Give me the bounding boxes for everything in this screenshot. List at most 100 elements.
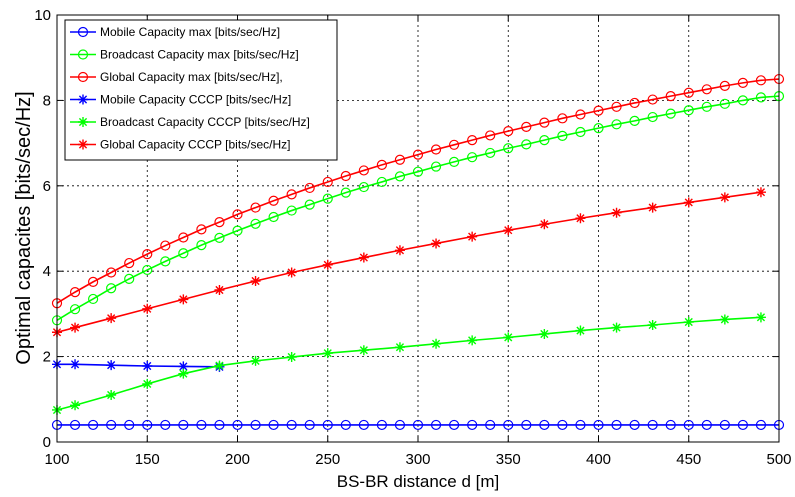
legend-label: Mobile Capacity max [bits/sec/Hz]: [100, 25, 280, 39]
data-point: [485, 130, 496, 141]
data-point: [232, 419, 243, 431]
data-point: [430, 144, 442, 155]
data-point: [557, 130, 568, 141]
data-point: [69, 287, 81, 298]
data-point: [575, 419, 586, 431]
legend-entry: Global Capacity max [bits/sec/Hz],: [70, 70, 283, 84]
data-point: [737, 77, 749, 88]
data-point: [449, 139, 460, 150]
data-point: [449, 419, 460, 431]
data-point: [394, 419, 406, 431]
series-line: [56, 78, 780, 304]
data-point: [358, 252, 369, 263]
data-point: [268, 195, 279, 206]
x-tick-label: 500: [766, 451, 791, 468]
data-point: [304, 419, 315, 431]
legend-label: Global Capacity max [bits/sec/Hz],: [100, 70, 283, 84]
data-point: [719, 98, 730, 109]
legend-entry: Broadcast Capacity max [bits/sec/Hz]: [70, 48, 299, 62]
data-point: [683, 419, 694, 431]
y-axis-title: Optimal capacites [bits/sec/Hz]: [13, 91, 35, 364]
data-point: [196, 224, 207, 235]
data-point: [521, 419, 532, 431]
data-point: [557, 113, 568, 124]
legend-entry: Mobile Capacity max [bits/sec/Hz]: [70, 25, 280, 39]
data-point: [286, 419, 297, 431]
data-point: [322, 348, 333, 359]
data-point: [737, 419, 749, 431]
data-point: [575, 213, 586, 224]
data-point: [286, 267, 297, 278]
x-tick-label: 350: [496, 451, 521, 468]
series-4: [52, 312, 766, 415]
data-point: [719, 192, 730, 203]
data-point: [755, 312, 766, 323]
data-point: [214, 216, 225, 228]
data-point: [647, 94, 658, 105]
data-point: [394, 171, 406, 182]
x-tick-label: 450: [676, 451, 701, 468]
data-point: [683, 317, 694, 328]
series-line: [56, 95, 780, 321]
legend-label: Broadcast Capacity CCCP [bits/sec/Hz]: [100, 115, 310, 129]
data-point: [142, 264, 153, 276]
data-point: [69, 419, 81, 431]
data-point: [611, 207, 622, 218]
data-point: [665, 91, 676, 102]
series-1: [51, 91, 785, 326]
data-point: [539, 328, 550, 339]
data-point: [232, 209, 243, 220]
data-point: [611, 419, 622, 431]
data-point: [719, 419, 730, 431]
legend-entry: Mobile Capacity CCCP [bits/sec/Hz]: [70, 93, 291, 107]
data-point: [286, 352, 297, 363]
data-point: [304, 199, 315, 210]
data-point: [304, 182, 315, 194]
y-tick-label: 10: [34, 7, 51, 24]
y-tick-label: 0: [43, 434, 51, 451]
data-point: [719, 80, 730, 91]
legend-marker: [78, 117, 88, 127]
data-point: [322, 193, 333, 204]
data-point: [178, 419, 189, 431]
data-point: [106, 313, 117, 324]
data-point: [611, 322, 622, 333]
data-point: [430, 161, 442, 172]
data-point: [250, 202, 261, 213]
data-point: [358, 419, 369, 431]
data-point: [719, 314, 730, 325]
data-point: [503, 225, 514, 236]
data-point: [250, 419, 261, 431]
data-point: [196, 419, 207, 431]
y-tick-label: 4: [43, 263, 51, 280]
data-point: [70, 400, 81, 411]
data-point: [755, 187, 766, 198]
data-point: [142, 303, 153, 314]
data-point: [340, 170, 351, 182]
data-point: [196, 240, 207, 251]
data-point: [250, 218, 261, 229]
legend-entry: Broadcast Capacity CCCP [bits/sec/Hz]: [70, 115, 310, 129]
data-point: [87, 419, 99, 431]
axis-ticks: [56, 14, 780, 443]
x-tick-label: 100: [44, 451, 69, 468]
data-point: [503, 419, 514, 431]
data-point: [232, 225, 243, 236]
legend-marker: [78, 139, 88, 150]
x-tick-label: 150: [135, 451, 160, 468]
legend-entry: Global Capacity CCCP [bits/sec/Hz]: [70, 138, 291, 152]
data-point: [286, 205, 297, 216]
data-point: [593, 419, 604, 431]
data-point: [593, 105, 604, 116]
legend-label: Broadcast Capacity max [bits/sec/Hz]: [100, 48, 299, 62]
data-point: [106, 360, 117, 371]
data-point: [683, 197, 694, 208]
data-point: [647, 111, 658, 123]
y-tick-label: 8: [43, 92, 51, 109]
data-point: [755, 92, 767, 103]
data-point: [575, 325, 586, 336]
data-point: [124, 273, 135, 284]
data-point: [376, 176, 387, 188]
data-point: [701, 101, 712, 112]
data-point: [503, 126, 514, 137]
